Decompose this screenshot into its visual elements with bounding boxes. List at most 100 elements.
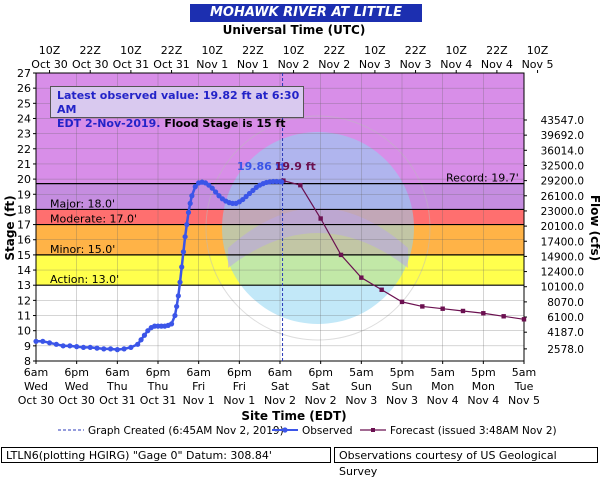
observed-point: [128, 344, 134, 350]
top-tick-date: Nov 2: [278, 58, 310, 71]
peak-label: 19.9 ft: [275, 160, 316, 173]
x-tick-day: Tue: [514, 380, 534, 393]
observed-point: [177, 279, 183, 285]
latest-observation-note: Latest observed value: 19.82 ft at 6:30 …: [50, 86, 304, 130]
observed-point: [206, 182, 212, 188]
flow-tick-label: 29200.0: [541, 176, 584, 188]
forecast-point: [379, 287, 384, 292]
top-tick-time: 10Z: [527, 44, 549, 57]
forecast-point: [460, 308, 466, 314]
x-tick-day: Sat: [312, 380, 331, 393]
y-tick-label: 9: [24, 340, 31, 353]
observed-point: [182, 234, 188, 240]
top-tick-time: 10Z: [201, 44, 223, 57]
x-tick-date: Nov 4: [467, 394, 499, 407]
observed-point: [184, 221, 190, 228]
flow-tick-label: 14900.0: [541, 251, 584, 263]
observed-point: [172, 312, 178, 319]
x-tick-time: 6am: [186, 366, 210, 379]
threshold-label: Moderate: 17.0': [50, 213, 137, 226]
left-axis-title: Stage (ft): [3, 195, 17, 260]
observed-point: [94, 345, 100, 351]
x-tick-date: Nov 2: [264, 394, 296, 407]
x-tick-time: 6pm: [308, 366, 333, 379]
peak-label: 19.86 ft: [237, 160, 286, 173]
y-tick-label: 27: [17, 67, 31, 80]
observed-point: [213, 189, 219, 195]
top-tick-date: Nov 3: [359, 58, 391, 71]
observed-point: [74, 344, 80, 350]
y-tick-label: 19: [17, 188, 31, 201]
note-flood-stage: Flood Stage is 15 ft: [160, 117, 286, 130]
top-axis-title: Universal Time (UTC): [223, 23, 366, 37]
observed-point: [187, 200, 193, 206]
flow-tick-label: 32500.0: [541, 160, 584, 172]
x-tick-day: Fri: [192, 380, 205, 393]
watermark-bird: [228, 208, 408, 268]
forecast-point: [440, 306, 445, 311]
flow-tick-label: 43547.0: [541, 115, 584, 127]
forecast-point: [399, 299, 405, 305]
observed-point: [67, 343, 73, 349]
top-tick-time: 22Z: [486, 44, 508, 57]
note-line-1: Latest observed value: 19.82 ft at 6:30 …: [57, 89, 300, 116]
y-tick-label: 17: [17, 219, 31, 232]
x-tick-time: 6pm: [64, 366, 89, 379]
top-tick-date: Oct 30: [31, 58, 68, 71]
x-tick-day: Sun: [351, 380, 372, 393]
legend-forecast-marker: [371, 428, 375, 432]
y-tick-label: 22: [17, 143, 31, 156]
x-tick-time: 6pm: [227, 366, 252, 379]
observed-point: [114, 347, 120, 353]
observed-point: [192, 184, 198, 190]
x-tick-date: Nov 1: [183, 394, 215, 407]
observed-point: [40, 338, 46, 344]
y-tick-label: 11: [17, 310, 31, 323]
observed-point: [53, 341, 59, 347]
forecast-point: [481, 311, 486, 316]
forecast-point: [521, 317, 527, 322]
x-tick-date: Oct 30: [58, 394, 95, 407]
forecast-point: [298, 182, 303, 188]
legend-created-label: Graph Created (6:45AM Nov 2, 2019): [88, 425, 284, 437]
forecast-point: [501, 314, 506, 319]
x-tick-day: Wed: [24, 380, 48, 393]
flow-tick-label: 36014.0: [541, 145, 584, 157]
top-tick-time: 22Z: [79, 44, 101, 57]
datum-info: LTLN6(plotting HGIRG) "Gage 0" Datum: 30…: [1, 447, 331, 463]
top-tick-date: Nov 4: [481, 58, 513, 71]
observed-point: [189, 193, 195, 199]
threshold-label: Major: 18.0': [50, 197, 115, 210]
observed-point: [250, 187, 256, 194]
y-tick-label: 24: [17, 112, 31, 125]
flow-tick-label: 6100.0: [547, 312, 584, 324]
legend-observed-marker: [282, 427, 288, 433]
x-tick-time: 5pm: [390, 366, 415, 379]
x-tick-day: Wed: [65, 380, 89, 393]
observed-point: [179, 264, 185, 270]
observed-point: [141, 332, 148, 338]
top-tick-date: Nov 3: [400, 58, 432, 71]
top-tick-time: 10Z: [364, 44, 386, 57]
x-tick-day: Mon: [472, 380, 495, 393]
flow-tick-label: 8070.0: [547, 297, 584, 309]
observed-point: [87, 344, 93, 350]
x-tick-time: 5pm: [471, 366, 496, 379]
x-tick-date: Nov 4: [427, 394, 459, 407]
y-tick-label: 25: [17, 97, 31, 110]
bottom-axis-title: Site Time (EDT): [241, 409, 346, 423]
top-tick-time: 10Z: [39, 44, 61, 57]
observed-point: [33, 338, 39, 344]
y-tick-label: 15: [17, 249, 31, 262]
data-credit: Observations courtesy of US Geological S…: [334, 447, 598, 478]
top-tick-date: Nov 5: [522, 58, 554, 71]
observed-point: [243, 193, 249, 200]
top-tick-time: 10Z: [445, 44, 467, 57]
threshold-label: Action: 13.0': [50, 273, 119, 286]
observed-point: [138, 337, 144, 343]
flow-tick-label: 20100.0: [541, 221, 584, 233]
observed-point: [185, 209, 192, 216]
observed-point: [216, 193, 222, 199]
x-tick-date: Nov 3: [386, 394, 418, 407]
y-tick-label: 21: [17, 158, 31, 171]
